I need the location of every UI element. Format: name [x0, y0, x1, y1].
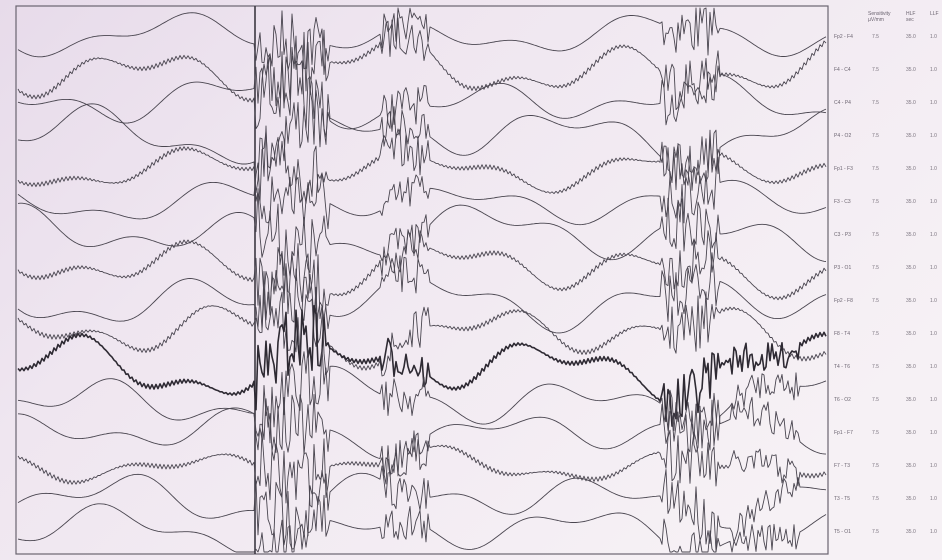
channel-label: C4 - P4: [834, 100, 851, 106]
paper-frame: [15, 5, 829, 555]
header-llf: LLF: [930, 11, 939, 17]
channel-hlf: 35.0: [906, 529, 916, 535]
channel-llf: 1.0: [930, 331, 937, 337]
channel-sensitivity: 7.5: [872, 166, 879, 172]
channel-label: F7 - T3: [834, 463, 850, 469]
channel-label: P3 - O1: [834, 265, 851, 271]
eeg-trace: [17, 305, 827, 427]
channel-label: Fp2 - F4: [834, 34, 853, 40]
channel-sensitivity: 7.5: [872, 331, 879, 337]
channel-sensitivity: 7.5: [872, 265, 879, 271]
channel-label: F3 - C3: [834, 199, 851, 205]
channel-llf: 1.0: [930, 529, 937, 535]
header-hlf: HLF: [906, 11, 915, 17]
channel-llf: 1.0: [930, 463, 937, 469]
eeg-trace: [17, 494, 827, 553]
channel-hlf: 35.0: [906, 34, 916, 40]
channel-llf: 1.0: [930, 430, 937, 436]
channel-llf: 1.0: [930, 34, 937, 40]
eeg-trace: [17, 7, 827, 75]
channel-label: Fp1 - F3: [834, 166, 853, 172]
channel-sensitivity: 7.5: [872, 199, 879, 205]
eeg-trace: [17, 227, 827, 320]
channel-label: T6 - O2: [834, 397, 851, 403]
channel-sensitivity: 7.5: [872, 34, 879, 40]
eeg-trace: [17, 188, 827, 277]
channel-hlf: 35.0: [906, 100, 916, 106]
channel-hlf: 35.0: [906, 166, 916, 172]
channel-llf: 1.0: [930, 100, 937, 106]
channel-label: Fp2 - F8: [834, 298, 853, 304]
channel-sensitivity: 7.5: [872, 100, 879, 106]
channel-llf: 1.0: [930, 199, 937, 205]
channel-label: C3 - P3: [834, 232, 851, 238]
channel-label: T4 - T6: [834, 364, 850, 370]
channel-sensitivity: 7.5: [872, 430, 879, 436]
channel-hlf: 35.0: [906, 232, 916, 238]
channel-hlf: 35.0: [906, 67, 916, 73]
header-sensitivity-unit: µV/mm: [868, 17, 884, 23]
channel-hlf: 35.0: [906, 331, 916, 337]
channel-sensitivity: 7.5: [872, 397, 879, 403]
eeg-trace: [17, 465, 827, 552]
channel-label: Fp1 - F7: [834, 430, 853, 436]
channel-sensitivity: 7.5: [872, 133, 879, 139]
channel-label: P4 - O2: [834, 133, 851, 139]
channel-hlf: 35.0: [906, 364, 916, 370]
channel-label: T3 - T5: [834, 496, 850, 502]
channel-label: T5 - O1: [834, 529, 851, 535]
channel-sensitivity: 7.5: [872, 298, 879, 304]
channel-llf: 1.0: [930, 133, 937, 139]
channel-sensitivity: 7.5: [872, 529, 879, 535]
channel-hlf: 35.0: [906, 133, 916, 139]
channel-label: F8 - T4: [834, 331, 850, 337]
channel-llf: 1.0: [930, 232, 937, 238]
eeg-trace: [17, 128, 827, 204]
header-sensitivity: Sensitivity: [868, 11, 891, 17]
channel-sensitivity: 7.5: [872, 67, 879, 73]
channel-labels: Sensitivity µV/mm HLF sec LLF Fp2 - F4 7.…: [834, 11, 939, 535]
eeg-trace: [17, 17, 827, 130]
eeg-trace: [17, 50, 827, 148]
channel-hlf: 35.0: [906, 463, 916, 469]
eeg-traces: [17, 7, 827, 553]
eeg-trace: [17, 79, 827, 194]
eeg-trace: [17, 252, 827, 344]
channel-hlf: 35.0: [906, 265, 916, 271]
channel-hlf: 35.0: [906, 496, 916, 502]
channel-llf: 1.0: [930, 265, 937, 271]
channel-sensitivity: 7.5: [872, 364, 879, 370]
eeg-trace: [17, 156, 827, 230]
channel-sensitivity: 7.5: [872, 463, 879, 469]
eeg-trace: [17, 429, 827, 508]
channel-llf: 1.0: [930, 67, 937, 73]
channel-sensitivity: 7.5: [872, 496, 879, 502]
header-hlf-unit: sec: [906, 17, 914, 23]
channel-llf: 1.0: [930, 298, 937, 304]
channel-sensitivity: 7.5: [872, 232, 879, 238]
eeg-trace: [17, 291, 827, 377]
channel-hlf: 35.0: [906, 298, 916, 304]
channel-llf: 1.0: [930, 496, 937, 502]
channel-llf: 1.0: [930, 397, 937, 403]
channel-llf: 1.0: [930, 364, 937, 370]
channel-hlf: 35.0: [906, 199, 916, 205]
channel-label: F4 - C4: [834, 67, 851, 73]
eeg-trace: [17, 394, 827, 477]
channel-hlf: 35.0: [906, 397, 916, 403]
channel-hlf: 35.0: [906, 430, 916, 436]
channel-llf: 1.0: [930, 166, 937, 172]
